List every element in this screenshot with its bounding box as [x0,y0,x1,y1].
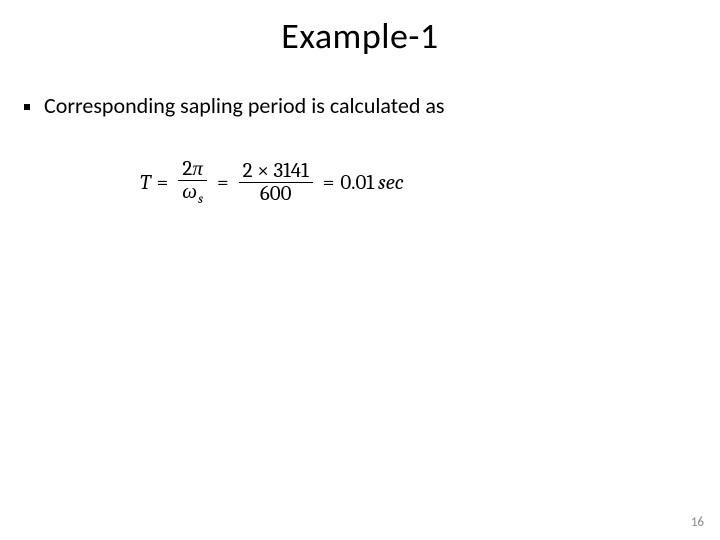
slide: Example-1 Corresponding sapling period i… [0,0,720,540]
eq-frac2-den: 600 [256,183,296,205]
eq-result-unit: sec [378,171,404,195]
eq-equals-3: = [323,171,335,195]
eq-equals-1: = [157,171,169,195]
eq-frac1-den-sub: s [198,192,203,207]
bullet-row: Corresponding sapling period is calculat… [24,92,445,121]
eq-fraction-1: 2π ωs [178,158,207,208]
eq-frac1-num-coeff: 2 [182,157,192,181]
eq-frac1-den-omega: ω [182,180,197,204]
equation: T = 2π ωs = 2 × 3141 600 = 0.01 sec [140,158,404,208]
bullet-dot-icon [24,104,30,110]
eq-lhs: T [140,171,151,195]
page-number: 16 [691,515,704,530]
eq-frac1-num: 2π [178,158,206,181]
eq-fraction-2: 2 × 3141 600 [239,160,313,205]
eq-equals-2: = [217,171,229,195]
bullet-text: Corresponding sapling period is calculat… [44,92,445,121]
slide-title: Example-1 [0,14,720,58]
eq-frac1-den: ωs [178,181,207,208]
eq-result-value: 0.01 [340,171,374,195]
eq-frac1-num-pi: π [192,157,203,181]
eq-frac2-num: 2 × 3141 [239,160,313,183]
